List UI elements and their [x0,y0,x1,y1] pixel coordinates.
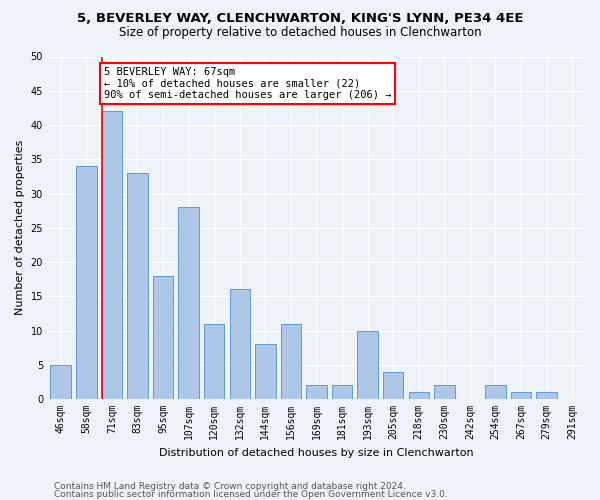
Bar [50,365,71,399]
Text: Contains HM Land Registry data © Crown copyright and database right 2024.: Contains HM Land Registry data © Crown c… [54,482,406,491]
Bar [511,392,531,399]
Bar [434,386,455,399]
Text: Size of property relative to detached houses in Clenchwarton: Size of property relative to detached ho… [119,26,481,39]
Text: Contains public sector information licensed under the Open Government Licence v3: Contains public sector information licen… [54,490,448,499]
Bar [536,392,557,399]
Bar [306,386,326,399]
Bar [127,173,148,399]
Bar [255,344,275,399]
Bar [485,386,506,399]
Bar [76,166,97,399]
Bar [178,207,199,399]
Text: 5 BEVERLEY WAY: 67sqm
← 10% of detached houses are smaller (22)
90% of semi-deta: 5 BEVERLEY WAY: 67sqm ← 10% of detached … [104,67,391,100]
Bar [153,276,173,399]
Bar [204,324,224,399]
Y-axis label: Number of detached properties: Number of detached properties [15,140,25,316]
Bar [101,112,122,399]
Bar [281,324,301,399]
Bar [409,392,429,399]
X-axis label: Distribution of detached houses by size in Clenchwarton: Distribution of detached houses by size … [159,448,474,458]
Bar [383,372,403,399]
Text: 5, BEVERLEY WAY, CLENCHWARTON, KING'S LYNN, PE34 4EE: 5, BEVERLEY WAY, CLENCHWARTON, KING'S LY… [77,12,523,24]
Bar [230,290,250,399]
Bar [332,386,352,399]
Bar [358,330,378,399]
